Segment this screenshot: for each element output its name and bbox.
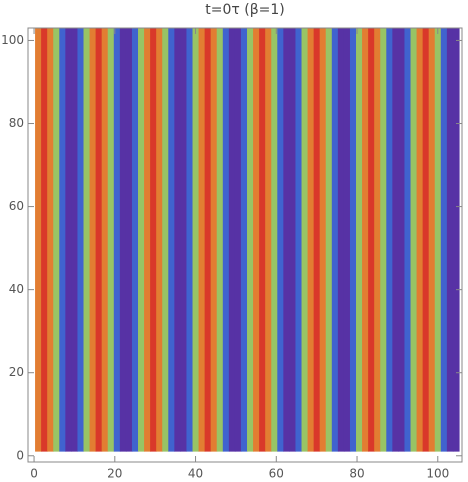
density-cell [325,28,333,452]
density-cell [349,28,357,452]
density-cell [404,28,412,452]
density-cell [77,28,85,452]
density-cell [277,28,284,452]
density-cell [228,28,236,452]
y-tick-label: 20 [9,365,24,379]
y-tick-label: 100 [1,33,24,47]
density-cell [337,28,345,452]
density-cell [301,28,309,452]
density-cell [186,28,194,452]
density-cell [392,28,400,452]
density-cell [374,28,381,452]
density-cell [180,28,188,452]
density-cell [452,28,460,452]
plot-frame [27,27,463,463]
density-field [35,28,460,452]
density-cell [47,28,54,452]
density-cell [59,28,66,452]
density-cell [271,28,278,452]
y-tick-label: 60 [9,199,24,213]
x-tick-label: 60 [269,467,284,481]
density-cell [356,28,363,452]
x-tick-label: 20 [107,467,122,481]
density-cell [265,28,272,452]
density-cell [319,28,327,452]
y-tick-label: 80 [9,116,24,130]
density-cell [247,28,254,452]
density-cell [240,28,248,452]
density-cell [234,28,242,452]
density-cell [410,28,418,452]
density-cell [156,28,163,452]
density-cell [53,28,60,452]
density-cell [440,28,448,452]
density-cell [162,28,169,452]
x-tick-label: 40 [188,467,203,481]
density-cell [95,28,103,452]
density-cell [131,28,139,452]
density-cell [313,28,321,452]
density-cell [113,28,121,452]
density-cell [295,28,303,452]
density-cell [368,28,375,452]
density-cell [380,28,387,452]
density-cell [428,28,436,452]
density-cell [398,28,406,452]
density-cell [198,28,206,452]
density-cell [71,28,79,452]
density-cell [174,28,182,452]
y-tick-label: 40 [9,282,24,296]
density-cell [35,28,42,452]
density-cell [307,28,315,452]
density-cell [331,28,339,452]
density-cell [119,28,127,452]
density-cell [65,28,72,452]
y-tick-label: 0 [16,448,24,462]
density-cell [216,28,224,452]
density-cell [289,28,297,452]
density-cell [89,28,97,452]
density-cell [343,28,351,452]
density-cell [434,28,442,452]
density-cell [416,28,424,452]
density-cell [101,28,109,452]
density-cell [168,28,175,452]
density-cell [144,28,151,452]
density-cell [125,28,133,452]
density-cell [41,28,48,452]
density-cell [210,28,218,452]
density-cell [386,28,393,452]
chart-title: t=0τ (β=1) [205,2,285,18]
density-cell [253,28,260,452]
density-cell [259,28,266,452]
density-cell [150,28,157,452]
density-cell [204,28,212,452]
density-cell [83,28,91,452]
x-tick-label: 80 [349,467,364,481]
x-tick-label: 100 [426,467,449,481]
density-cell [362,28,369,452]
x-tick-label: 0 [30,467,38,481]
density-cell [138,28,145,452]
density-cell [192,28,200,452]
density-cell [283,28,291,452]
density-cell [422,28,430,452]
density-cell [222,28,230,452]
density-cell [446,28,454,452]
density-cell [107,28,115,452]
